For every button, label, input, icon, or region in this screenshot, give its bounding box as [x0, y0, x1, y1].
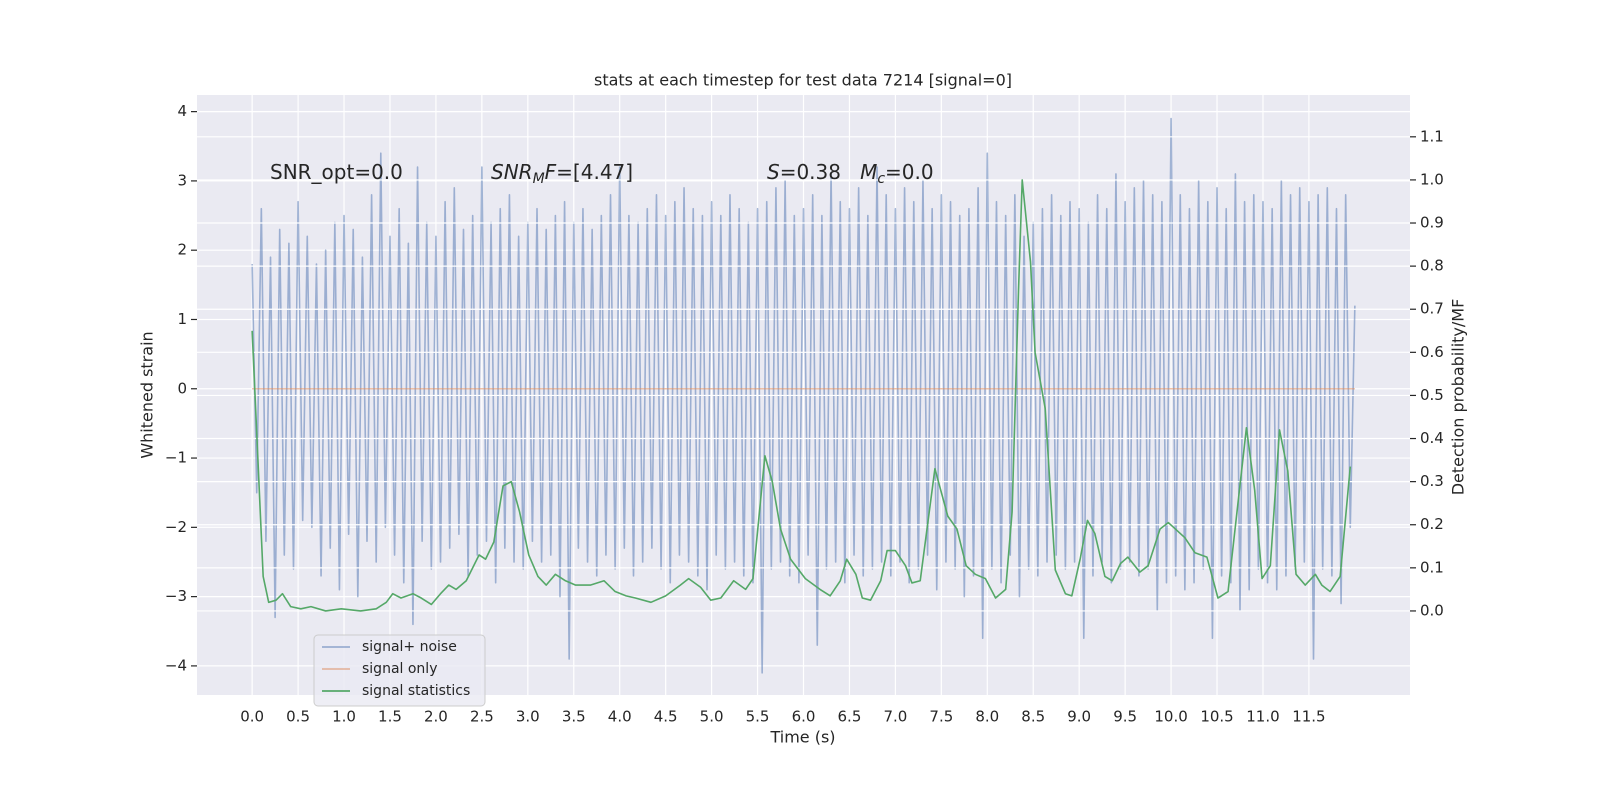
annotation-run: =0.0 — [885, 160, 934, 184]
chart-title: stats at each timestep for test data 721… — [594, 71, 1012, 90]
annotation: S=0.38 Mc=0.0 — [767, 160, 934, 188]
annotation-run: S — [767, 160, 780, 184]
annotation-run: M — [533, 171, 545, 187]
x-tick-label: 10.5 — [1200, 708, 1233, 726]
y-tick-label: 3 — [177, 171, 187, 189]
y2-tick-label: 0.7 — [1420, 300, 1444, 318]
x-tick-label: 0.0 — [240, 708, 264, 726]
y-tick-label: 4 — [177, 102, 187, 120]
y2-axis-label: Detection probability/MF — [1449, 299, 1468, 496]
y2-tick-label: 0.0 — [1420, 601, 1444, 619]
series-line — [251, 117, 1356, 674]
x-tick-label: 2.5 — [470, 708, 494, 726]
x-tick-label: 11.0 — [1246, 708, 1279, 726]
x-tick-label: 3.5 — [562, 708, 586, 726]
x-tick-label: 0.5 — [286, 708, 310, 726]
y2-tick-label: 0.5 — [1420, 386, 1444, 404]
legend-label: signal statistics — [362, 683, 470, 699]
annotation: SNR_opt=0.0 — [270, 160, 403, 184]
y-tick-label: −4 — [165, 656, 187, 674]
y-tick-label: −3 — [165, 587, 187, 605]
legend-label: signal only — [362, 661, 437, 677]
annotation-run: =[4.47] — [556, 160, 633, 184]
y2-tick-label: 0.8 — [1420, 257, 1444, 275]
legend-box — [313, 634, 486, 707]
x-tick-label: 7.5 — [929, 708, 953, 726]
x-tick-label: 6.0 — [792, 708, 816, 726]
x-axis-label: Time (s) — [769, 728, 835, 747]
x-tick-label: 8.0 — [975, 708, 999, 726]
x-tick-label: 11.5 — [1292, 708, 1325, 726]
y2-tick-label: 0.1 — [1420, 558, 1444, 576]
annotation-run: M — [860, 160, 877, 184]
y-tick-label: 2 — [177, 241, 187, 259]
annotation-run: =0.38 — [780, 160, 860, 184]
y2-tick-label: 0.6 — [1420, 343, 1444, 361]
x-tick-label: 1.5 — [378, 708, 402, 726]
x-tick-label: 1.0 — [332, 708, 356, 726]
y-tick-label: −2 — [165, 518, 187, 536]
y-axis-label: Whitened strain — [138, 331, 157, 458]
x-tick-label: 5.0 — [700, 708, 724, 726]
series-line — [251, 179, 1352, 612]
x-tick-label: 9.5 — [1113, 708, 1137, 726]
x-tick-label: 4.0 — [608, 708, 632, 726]
y-tick-label: 1 — [177, 310, 187, 328]
x-tick-label: 5.5 — [746, 708, 770, 726]
y2-tick-label: 1.1 — [1420, 127, 1444, 145]
x-tick-label: 8.5 — [1021, 708, 1045, 726]
x-tick-label: 3.0 — [516, 708, 540, 726]
y-tick-label: 0 — [177, 379, 187, 397]
y2-tick-label: 0.3 — [1420, 472, 1444, 490]
annotation-run: c — [877, 171, 885, 187]
y2-tick-label: 0.4 — [1420, 429, 1444, 447]
y2-tick-label: 0.9 — [1420, 214, 1444, 232]
x-tick-label: 4.5 — [654, 708, 678, 726]
x-tick-label: 6.5 — [838, 708, 862, 726]
x-tick-label: 10.0 — [1154, 708, 1187, 726]
annotation-run: SNR_opt=0.0 — [270, 160, 403, 184]
annotation-run: SNR — [491, 160, 533, 184]
annotation-run: F — [545, 160, 557, 184]
x-tick-label: 2.0 — [424, 708, 448, 726]
y2-tick-label: 1.0 — [1420, 170, 1444, 188]
annotation: SNRMF=[4.47] — [491, 160, 633, 188]
x-tick-label: 9.0 — [1067, 708, 1091, 726]
x-tick-label: 7.0 — [883, 708, 907, 726]
y-tick-label: −1 — [165, 449, 187, 467]
y2-tick-label: 0.2 — [1420, 515, 1444, 533]
legend-label: signal+ noise — [362, 639, 457, 655]
